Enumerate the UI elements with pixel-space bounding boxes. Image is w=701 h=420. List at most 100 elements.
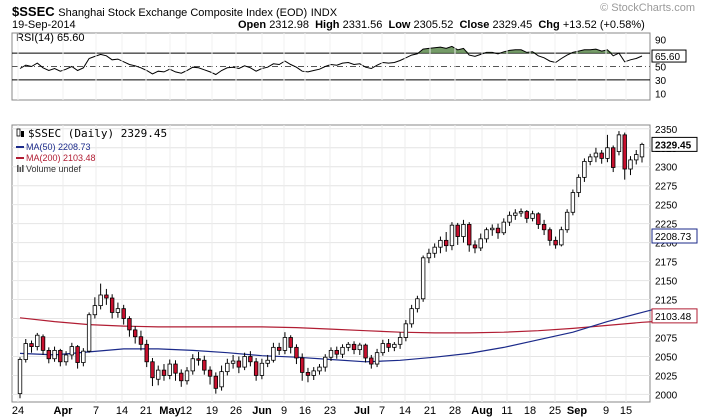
candle-body-107 — [634, 154, 639, 161]
price-tick-label-7: 2175 — [655, 258, 678, 269]
candle-body-103 — [611, 147, 616, 168]
x-tick-label-3: 14 — [116, 405, 128, 417]
price-tick-label-11: 2075 — [655, 333, 678, 344]
candle-body-67 — [403, 323, 409, 338]
candle-body-90 — [536, 213, 541, 225]
open-value: 2312.98 — [269, 19, 309, 31]
candle-body-101 — [599, 152, 604, 159]
candle-body-78 — [467, 224, 472, 246]
candle-body-87 — [518, 211, 524, 214]
price-tick-label-8: 2150 — [655, 277, 678, 288]
candle-body-93 — [553, 239, 558, 246]
price-tick-label-13: 2025 — [655, 371, 678, 382]
candle-body-22 — [144, 343, 149, 363]
price-tick-label-9: 2125 — [655, 296, 678, 307]
candle-body-73 — [438, 239, 443, 248]
candle-body-75 — [449, 224, 455, 247]
candle-body-16 — [109, 297, 115, 313]
candle-body-108 — [639, 143, 645, 158]
candle-body-57 — [346, 343, 351, 348]
x-tick-label-17: 28 — [449, 405, 461, 417]
ma200-tag: 2103.48 — [655, 312, 692, 323]
candle-body-21 — [138, 336, 144, 345]
candle-body-30 — [190, 358, 195, 372]
candle-body-2 — [29, 343, 34, 348]
x-tick-label-4: 21 — [140, 405, 152, 417]
candle-body-68 — [409, 308, 414, 325]
price-tick-label-5: 2225 — [655, 220, 678, 231]
price-tick-label-2: 2300 — [655, 163, 678, 174]
index-name: Shanghai Stock Exchange Composite Index … — [58, 7, 308, 19]
candle-body-32 — [202, 359, 207, 371]
candle-body-102 — [605, 147, 610, 159]
candle-body-1 — [23, 343, 28, 360]
open-label: Open — [238, 19, 267, 31]
rsi-tick-label-0: 90 — [655, 36, 667, 47]
rsi-overbought-fill-3 — [567, 49, 614, 54]
candle-body-38 — [236, 360, 242, 368]
x-tick-label-24: 15 — [620, 405, 632, 417]
candle-body-23 — [150, 361, 155, 379]
candle-body-27 — [173, 363, 178, 374]
candle-body-104 — [616, 134, 622, 152]
candle-body-96 — [570, 192, 576, 213]
close-label: Close — [459, 19, 490, 31]
candle-body-106 — [628, 159, 633, 170]
candle-body-86 — [513, 212, 518, 216]
candle-body-63 — [380, 343, 386, 354]
candle-body-80 — [478, 238, 483, 249]
rsi-current-tag: 65.60 — [655, 52, 680, 63]
ma50-tag: 2208.73 — [655, 232, 692, 243]
candle-body-26 — [167, 363, 172, 376]
candle-body-0 — [17, 359, 23, 395]
rsi-overbought-fill-2 — [498, 49, 539, 54]
legend-volume-bar-1 — [19, 167, 22, 172]
price-tick-label-3: 2275 — [655, 182, 678, 193]
stockcharts-watermark: © StockCharts.com — [600, 2, 695, 14]
candle-body-45 — [276, 346, 282, 351]
x-tick-label-22: Sep — [567, 405, 587, 417]
ma50-tag-box — [651, 228, 698, 244]
ma50-line — [19, 308, 654, 363]
candle-body-55 — [334, 349, 339, 355]
candle-body-95 — [564, 211, 570, 231]
x-tick-label-23: 9 — [603, 405, 609, 417]
x-tick-label-5: May — [159, 405, 181, 417]
candle-body-35 — [219, 371, 224, 388]
candle-body-39 — [242, 356, 247, 368]
price-panel: $SSEC (Daily) 2329.45 MA(50) 2208.73MA(20… — [11, 124, 654, 403]
candle-body-24 — [156, 369, 161, 380]
price-tick-label-6: 2200 — [655, 239, 678, 250]
candle-body-88 — [524, 211, 530, 219]
x-tick-label-9: Jun — [252, 405, 272, 417]
legend-volume-bar-2 — [22, 165, 24, 172]
x-tick-label-14: 7 — [379, 405, 385, 417]
candle-body-48 — [294, 346, 299, 359]
ohlc-summary: Open 2312.98 High 2331.56 Low 2305.52 Cl… — [238, 19, 645, 31]
candle-body-13 — [92, 305, 98, 316]
rsi-panel: RSI(14) 65.60 — [11, 32, 651, 101]
candle-body-9 — [69, 346, 75, 356]
candle-body-94 — [559, 229, 564, 246]
symbol: $SSEC — [12, 4, 55, 19]
candle-body-54 — [328, 349, 334, 358]
candle-body-82 — [490, 227, 495, 231]
candle-body-61 — [369, 357, 374, 365]
rsi-tick-label-3: 30 — [655, 76, 667, 87]
candle-body-51 — [311, 370, 316, 376]
chart-date: 19-Sep-2014 — [12, 19, 76, 31]
candle-body-98 — [582, 161, 587, 178]
legend-price-label: $SSEC (Daily) 2329.45 — [28, 127, 167, 140]
low-label: Low — [388, 19, 411, 31]
candle-body-3 — [35, 334, 40, 347]
candle-body-31 — [196, 358, 201, 361]
candle-body-17 — [115, 308, 121, 313]
candle-body-44 — [271, 346, 276, 361]
candle-body-19 — [127, 318, 132, 331]
candle-body-5 — [46, 349, 51, 360]
change-value: +13.52 (+0.58%) — [562, 19, 645, 31]
price-tick-label-14: 2000 — [655, 390, 678, 401]
candle-body-37 — [230, 360, 236, 364]
